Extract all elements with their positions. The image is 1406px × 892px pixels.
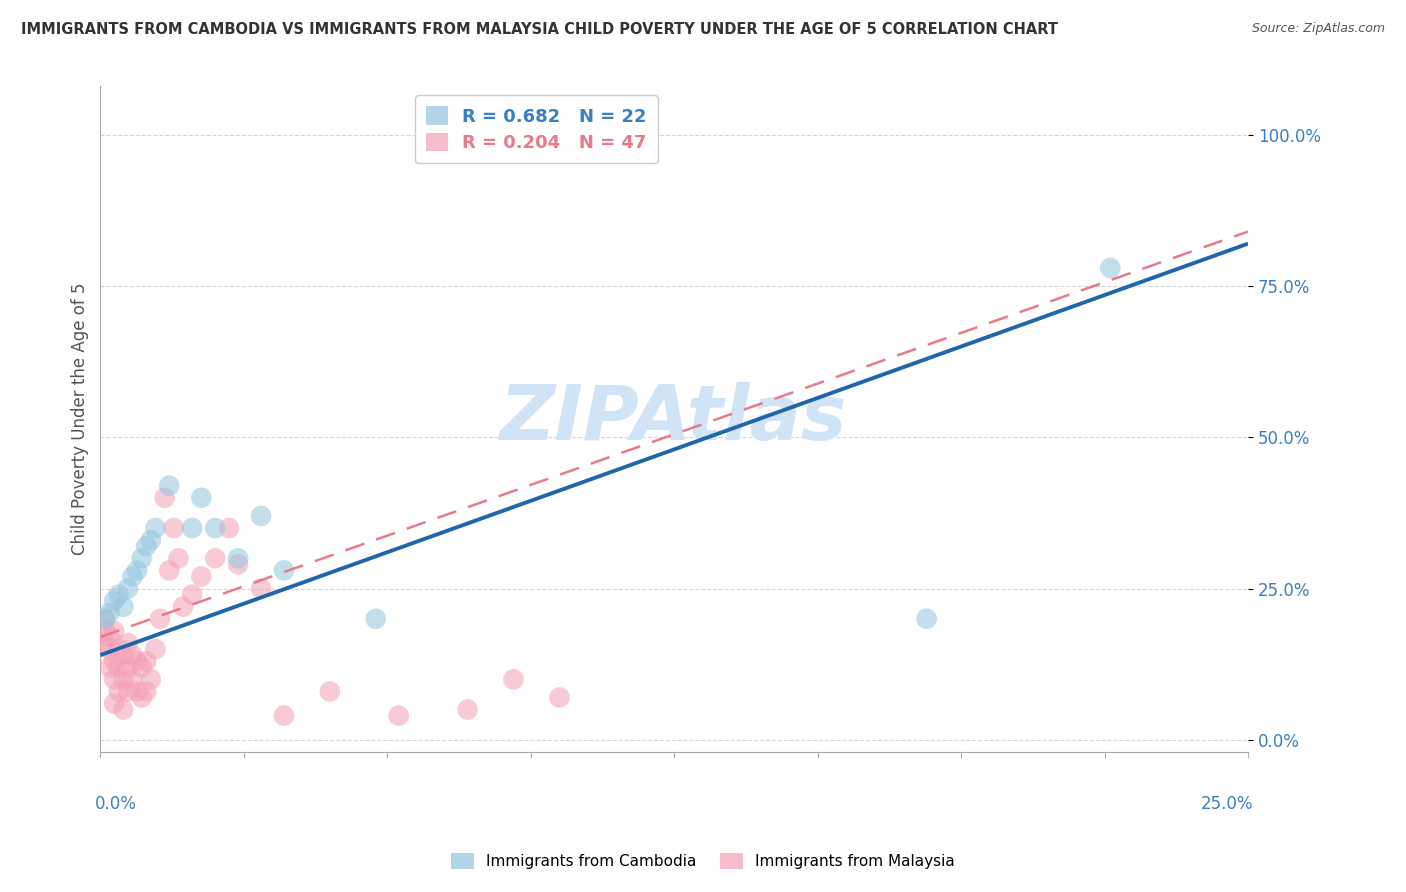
Point bbox=[98, 642, 121, 657]
Text: ZIPAtlas: ZIPAtlas bbox=[501, 382, 848, 456]
Point bbox=[94, 612, 117, 626]
Text: 25.0%: 25.0% bbox=[1201, 795, 1254, 814]
Point bbox=[125, 684, 148, 698]
Point bbox=[915, 612, 938, 626]
Point bbox=[121, 673, 143, 687]
Point bbox=[103, 697, 125, 711]
Point bbox=[157, 563, 180, 577]
Point bbox=[181, 521, 204, 535]
Point bbox=[218, 521, 240, 535]
Point bbox=[273, 708, 295, 723]
Point bbox=[135, 539, 157, 553]
Point bbox=[135, 654, 157, 668]
Point bbox=[103, 593, 125, 607]
Point bbox=[145, 642, 167, 657]
Point bbox=[121, 569, 143, 583]
Point bbox=[250, 508, 273, 523]
Point bbox=[153, 491, 176, 505]
Point bbox=[190, 491, 212, 505]
Text: IMMIGRANTS FROM CAMBODIA VS IMMIGRANTS FROM MALAYSIA CHILD POVERTY UNDER THE AGE: IMMIGRANTS FROM CAMBODIA VS IMMIGRANTS F… bbox=[21, 22, 1059, 37]
Point bbox=[98, 606, 121, 620]
Point bbox=[226, 558, 249, 572]
Y-axis label: Child Poverty Under the Age of 5: Child Poverty Under the Age of 5 bbox=[72, 283, 89, 556]
Point bbox=[112, 702, 135, 716]
Point bbox=[98, 630, 121, 644]
Point bbox=[548, 690, 571, 705]
Point bbox=[117, 582, 139, 596]
Point bbox=[319, 684, 342, 698]
Point bbox=[131, 690, 153, 705]
Point bbox=[94, 612, 117, 626]
Point bbox=[157, 478, 180, 492]
Point bbox=[1099, 260, 1122, 275]
Point bbox=[117, 660, 139, 674]
Point bbox=[103, 654, 125, 668]
Point bbox=[273, 563, 295, 577]
Point bbox=[145, 521, 167, 535]
Point bbox=[204, 521, 226, 535]
Text: Source: ZipAtlas.com: Source: ZipAtlas.com bbox=[1251, 22, 1385, 36]
Point bbox=[131, 551, 153, 566]
Point bbox=[94, 624, 117, 638]
Point bbox=[139, 533, 162, 548]
Point bbox=[125, 563, 148, 577]
Point bbox=[107, 588, 129, 602]
Point bbox=[112, 673, 135, 687]
Point bbox=[139, 673, 162, 687]
Point bbox=[190, 569, 212, 583]
Point bbox=[167, 551, 190, 566]
Point bbox=[250, 582, 273, 596]
Point bbox=[117, 684, 139, 698]
Legend: Immigrants from Cambodia, Immigrants from Malaysia: Immigrants from Cambodia, Immigrants fro… bbox=[446, 847, 960, 875]
Point bbox=[457, 702, 479, 716]
Point bbox=[163, 521, 186, 535]
Point bbox=[98, 660, 121, 674]
Text: 0.0%: 0.0% bbox=[94, 795, 136, 814]
Point bbox=[103, 624, 125, 638]
Point bbox=[117, 636, 139, 650]
Point bbox=[112, 648, 135, 662]
Point bbox=[149, 612, 172, 626]
Point bbox=[94, 636, 117, 650]
Point bbox=[107, 684, 129, 698]
Point bbox=[388, 708, 411, 723]
Point bbox=[172, 599, 194, 614]
Point bbox=[107, 660, 129, 674]
Point bbox=[364, 612, 387, 626]
Point bbox=[112, 599, 135, 614]
Legend: R = 0.682   N = 22, R = 0.204   N = 47: R = 0.682 N = 22, R = 0.204 N = 47 bbox=[415, 95, 658, 163]
Point bbox=[204, 551, 226, 566]
Point bbox=[103, 673, 125, 687]
Point bbox=[107, 642, 129, 657]
Point bbox=[502, 673, 524, 687]
Point bbox=[131, 660, 153, 674]
Point bbox=[226, 551, 249, 566]
Point bbox=[181, 588, 204, 602]
Point bbox=[125, 654, 148, 668]
Point bbox=[135, 684, 157, 698]
Point bbox=[121, 648, 143, 662]
